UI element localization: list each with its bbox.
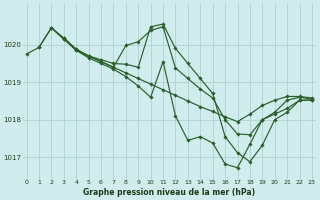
X-axis label: Graphe pression niveau de la mer (hPa): Graphe pression niveau de la mer (hPa) [83, 188, 255, 197]
